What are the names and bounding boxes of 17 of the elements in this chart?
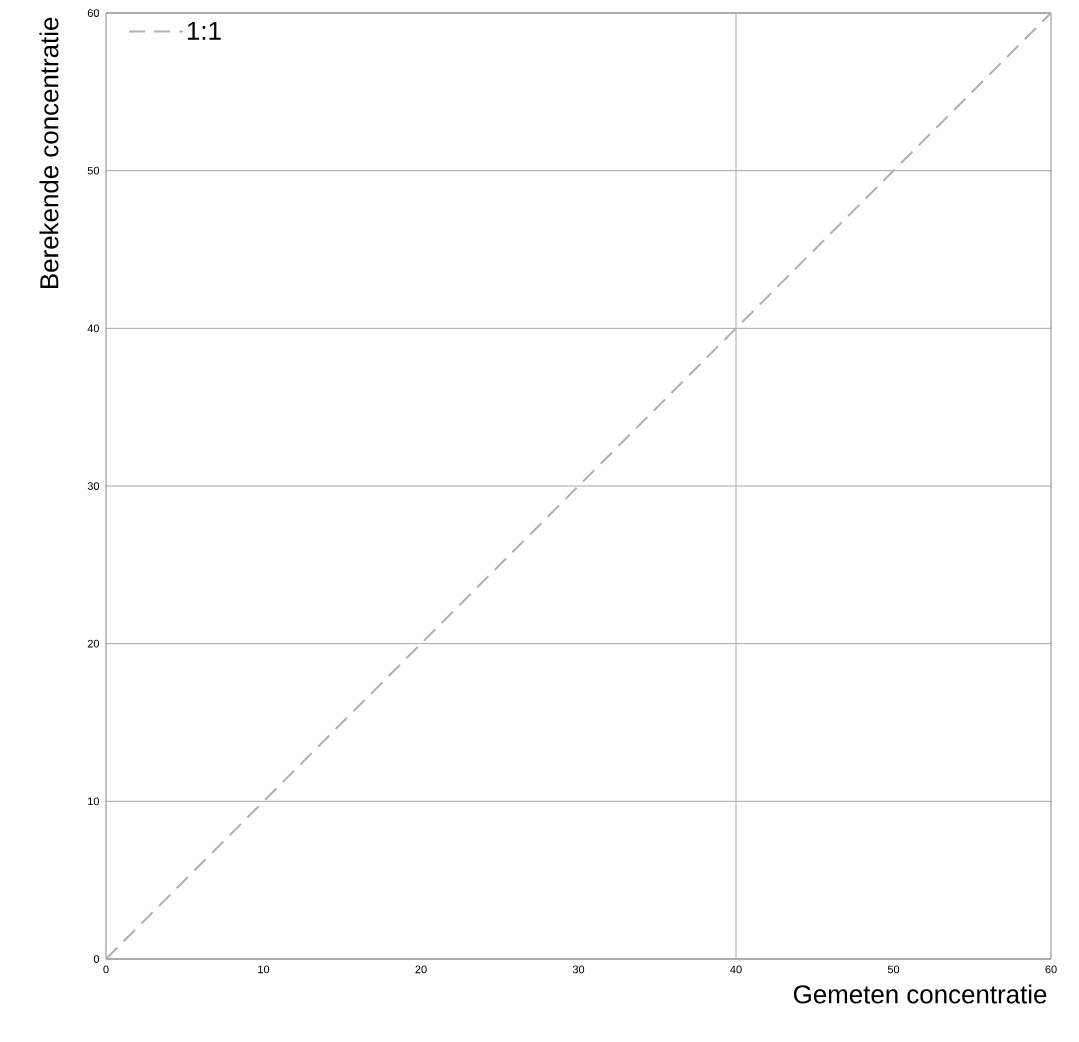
x-tick-label: 60	[1045, 965, 1057, 974]
legend-label: 1:1	[187, 21, 221, 40]
y-tick-label: 0	[93, 955, 100, 963]
x-tick-label: 10	[258, 965, 270, 974]
y-tick-label: 20	[87, 639, 100, 648]
y-tick-label: 40	[87, 324, 100, 333]
x-axis-title: Gemeten concentratie	[793, 984, 1047, 1004]
y-tick-label: 10	[88, 797, 100, 806]
x-tick-label: 30	[572, 965, 585, 974]
y-axis-title: Berekende concentratie	[39, 17, 59, 288]
x-tick-label: 50	[887, 965, 900, 974]
x-tick-label: 20	[415, 965, 427, 974]
x-tick-label: 0	[103, 965, 109, 974]
y-tick-label: 50	[87, 166, 100, 175]
y-tick-label: 60	[87, 9, 100, 17]
y-tick-label: 30	[87, 482, 100, 490]
x-tick-label: 40	[730, 965, 742, 974]
